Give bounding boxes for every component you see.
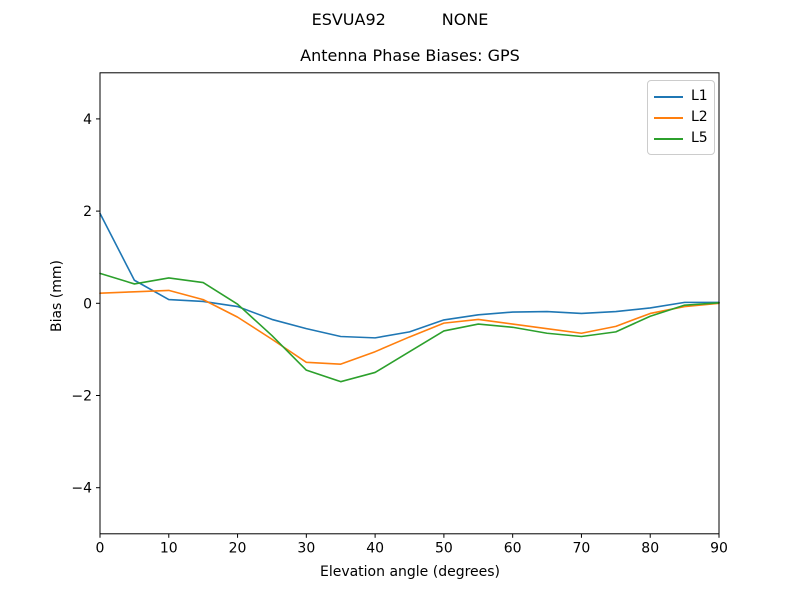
legend-item-l2: L2 bbox=[654, 107, 714, 128]
series-line-l5 bbox=[99, 272, 720, 383]
x-tick-label: 90 bbox=[710, 540, 728, 556]
y-tick-label: 0 bbox=[83, 296, 92, 312]
x-axis-label: Elevation angle (degrees) bbox=[319, 564, 501, 580]
y-tick-label: 4 bbox=[83, 112, 92, 128]
x-tick-label: 30 bbox=[297, 540, 315, 556]
y-tick-label: 2 bbox=[83, 204, 92, 220]
legend: L1 L2 L5 bbox=[647, 80, 715, 155]
x-tick-label: 50 bbox=[435, 540, 453, 556]
legend-item-l5: L5 bbox=[654, 128, 714, 149]
chart-title: Antenna Phase Biases: GPS bbox=[300, 46, 520, 65]
y-tick-label: −2 bbox=[71, 389, 92, 405]
legend-item-l1: L1 bbox=[654, 86, 714, 107]
legend-line-swatch-l2 bbox=[654, 116, 683, 119]
legend-line-swatch-l1 bbox=[654, 95, 683, 98]
figure-suptitle: ESVUA92 NONE bbox=[311, 10, 489, 29]
legend-line-swatch-l5 bbox=[654, 137, 683, 140]
x-tick-label: 10 bbox=[160, 540, 178, 556]
legend-label-l1: L1 bbox=[691, 88, 708, 104]
legend-label-l5: L5 bbox=[691, 130, 708, 146]
legend-label-l2: L2 bbox=[691, 109, 708, 125]
y-tick-label: −4 bbox=[71, 481, 92, 497]
x-tick-label: 20 bbox=[229, 540, 247, 556]
x-tick-label: 0 bbox=[96, 540, 105, 556]
x-tick-label: 60 bbox=[504, 540, 522, 556]
series-line-l2 bbox=[99, 289, 720, 365]
x-tick-label: 70 bbox=[573, 540, 591, 556]
axes-frame bbox=[99, 72, 720, 535]
x-tick-label: 80 bbox=[641, 540, 659, 556]
x-tick-label: 40 bbox=[366, 540, 384, 556]
series-line-l1 bbox=[99, 212, 720, 339]
